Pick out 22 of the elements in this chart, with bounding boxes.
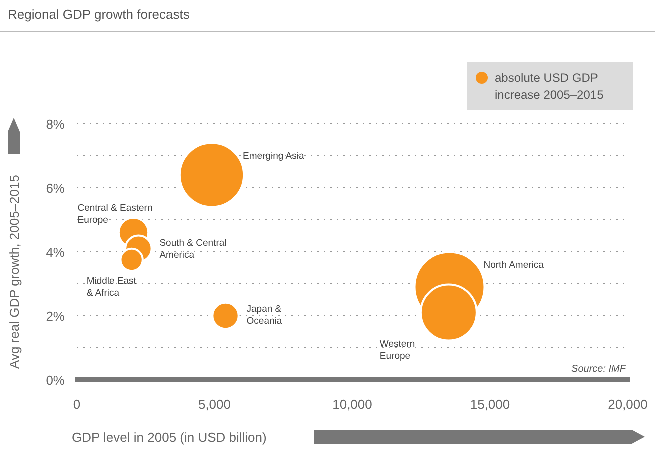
y-tick-label: 2% xyxy=(46,309,66,324)
legend-label: absolute USD GDP increase 2005–2015 xyxy=(495,71,604,102)
x-tick-label: 20,000 xyxy=(608,397,648,412)
x-tick-label: 0 xyxy=(73,397,81,412)
y-axis-title: Avg real GDP growth, 2005–2015 xyxy=(7,175,22,369)
annotation: Emerging Asia xyxy=(242,151,305,162)
y-tick-label: 6% xyxy=(46,181,66,196)
x-tick-label: 5,000 xyxy=(198,397,232,412)
y-tick-label: 8% xyxy=(46,117,66,132)
annotation: South & Central America xyxy=(160,238,227,261)
annotation: Middle East & Africa xyxy=(86,276,137,299)
chart-title: Regional GDP growth forecasts xyxy=(8,7,190,22)
annotation: Central & Eastern Europe xyxy=(78,202,153,226)
x-tick-label: 15,000 xyxy=(470,397,510,412)
y-tick-label: 4% xyxy=(46,245,66,260)
x-axis-title: GDP level in 2005 (in USD billion) xyxy=(72,430,267,445)
x-tick-label: 10,000 xyxy=(332,397,372,412)
annotation: Western Europe xyxy=(380,338,416,362)
annotation: Japan & Oceania xyxy=(246,304,283,327)
annotation: North America xyxy=(484,260,545,272)
y-tick-label: 0% xyxy=(46,373,66,388)
annotation: Source: IMF xyxy=(572,364,627,375)
